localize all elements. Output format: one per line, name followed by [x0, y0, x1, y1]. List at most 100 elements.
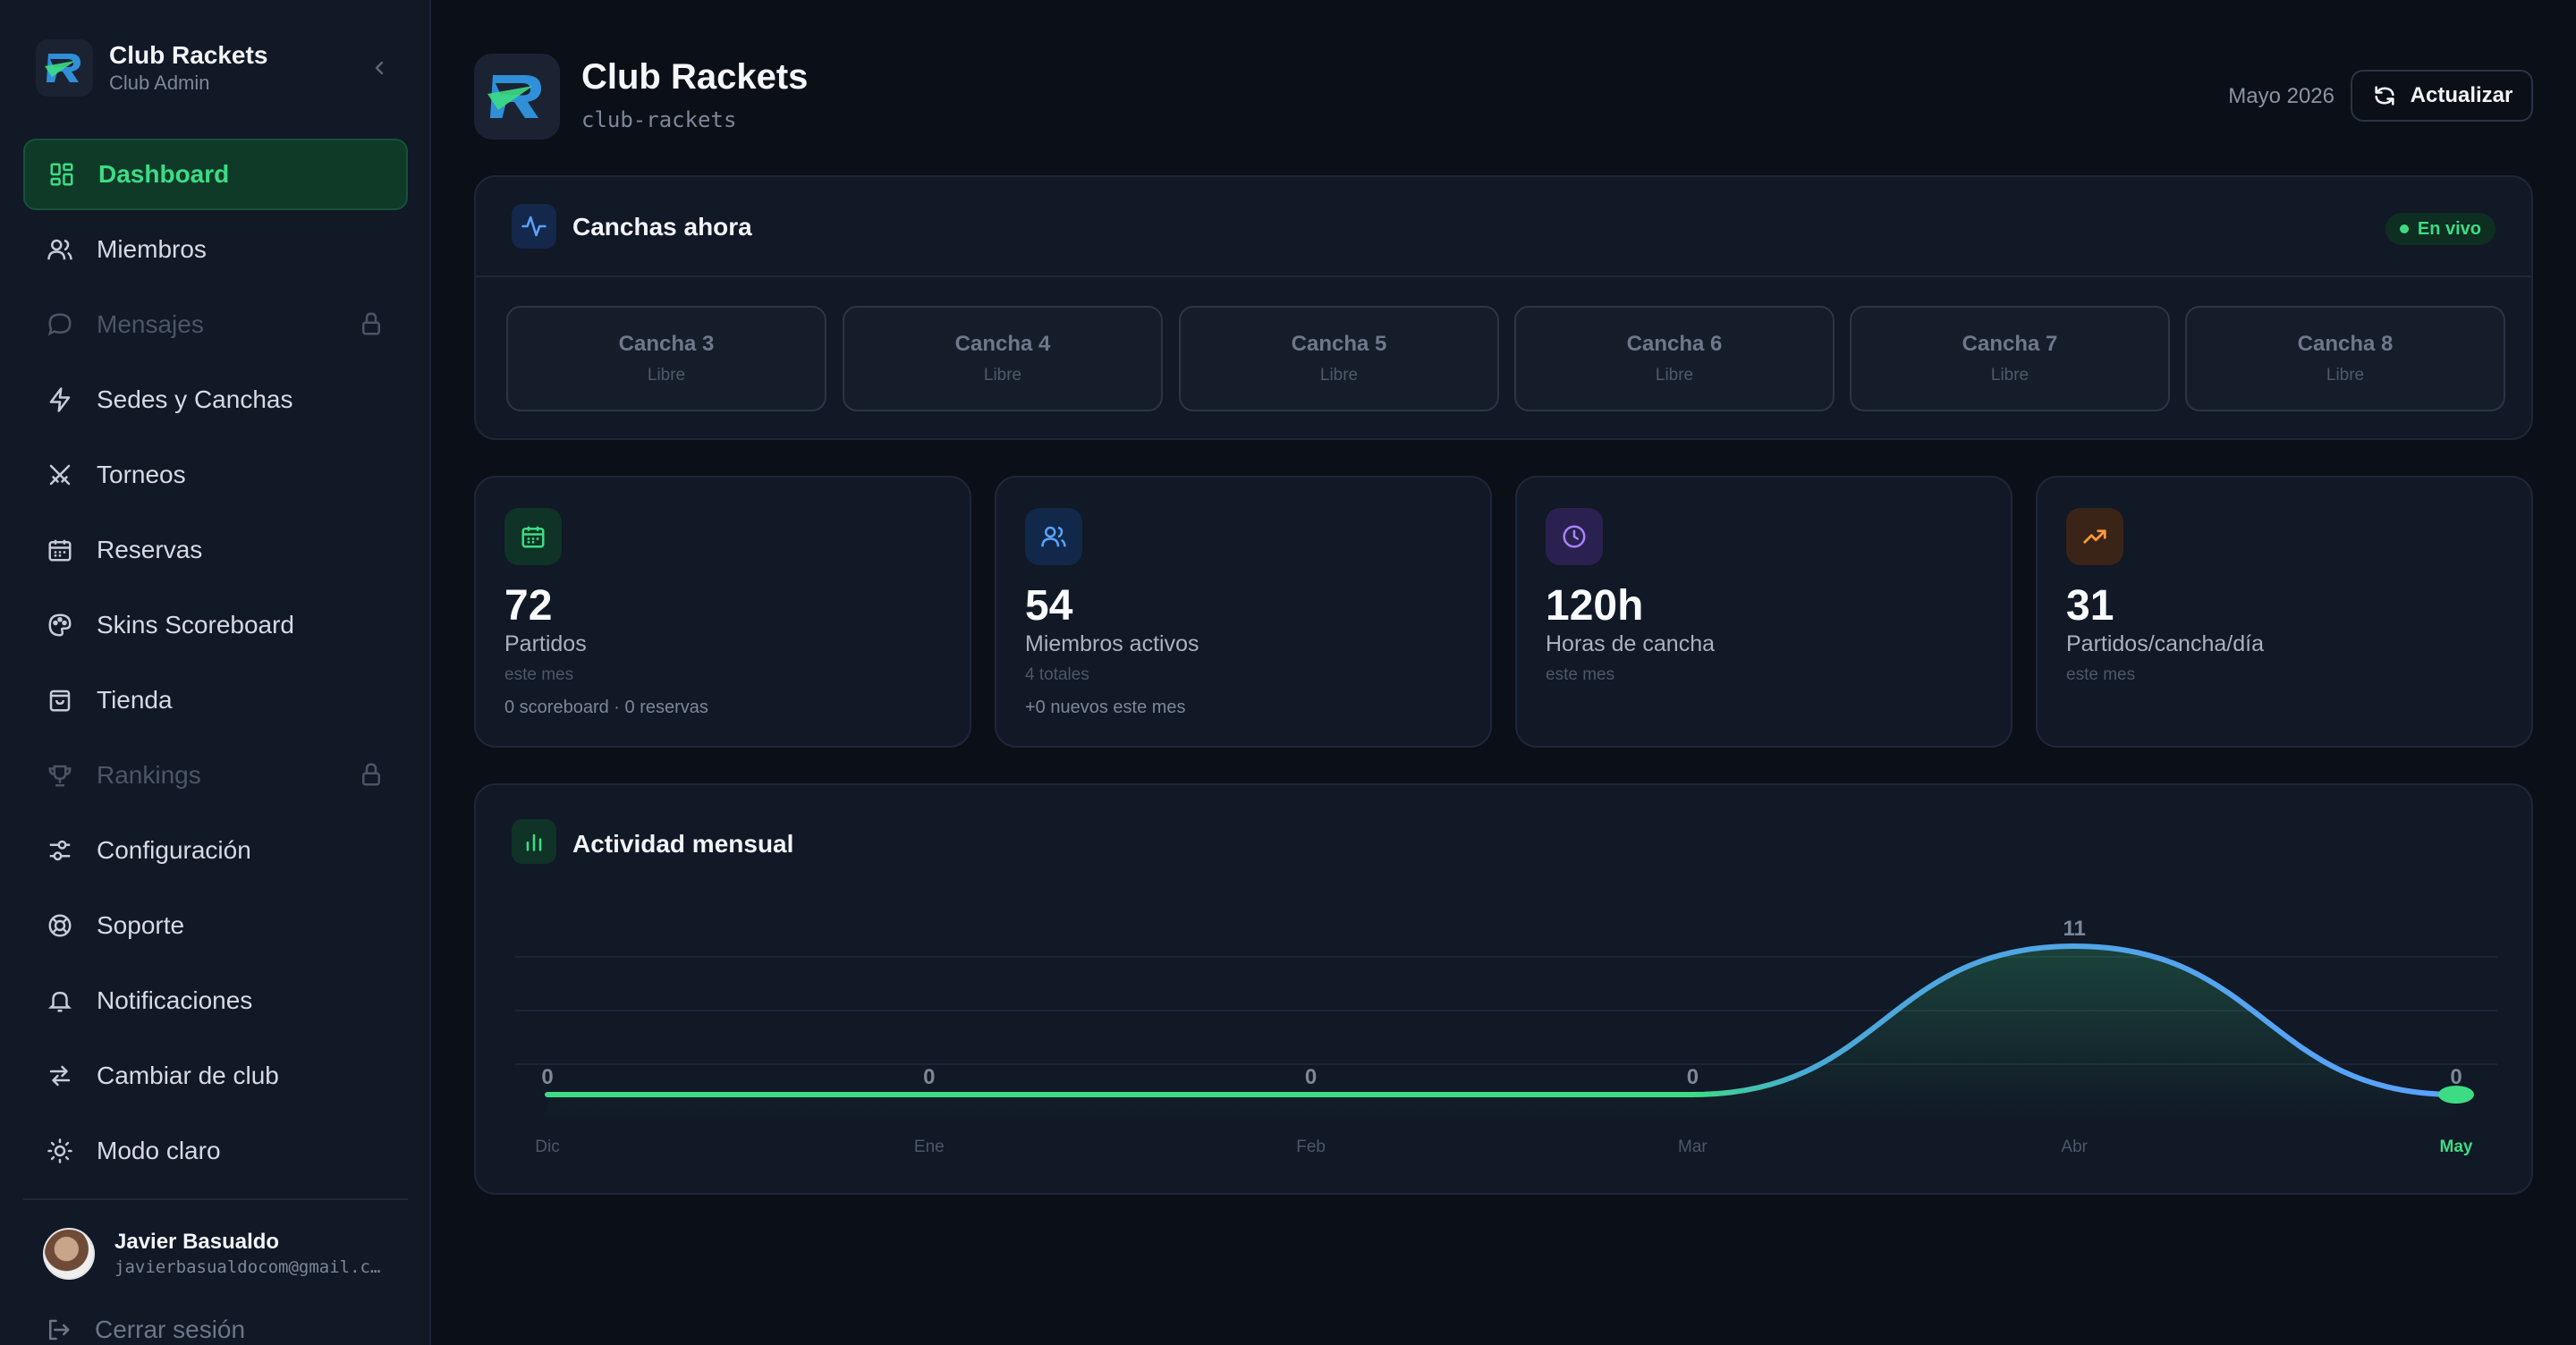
court-name: Cancha 4 — [954, 332, 1051, 356]
stat-label: Partidos — [504, 631, 587, 656]
sidebar-item-miembros[interactable]: Miembros — [23, 214, 408, 285]
refresh-button[interactable]: Actualizar — [2351, 70, 2533, 122]
calendar-icon — [45, 535, 75, 565]
x-tick-label: Ene — [914, 1138, 945, 1156]
stat-detail: 0 scoreboard · 0 reservas — [504, 698, 708, 717]
sidebar-item-label: Mensajes — [97, 310, 204, 338]
stat-value: 120h — [1546, 582, 1644, 630]
stat-label: Miembros activos — [1025, 631, 1199, 656]
users-icon — [1025, 508, 1082, 565]
live-badge-label: En vivo — [2417, 218, 2481, 239]
sidebar-item-reservas[interactable]: Reservas — [23, 514, 408, 586]
stat-subtitle: este mes — [2066, 665, 2136, 684]
sidebar-item-label: Tienda — [97, 686, 173, 714]
courts-divider — [476, 275, 2531, 277]
data-label: 0 — [541, 1065, 553, 1089]
stat-value: 72 — [504, 582, 553, 630]
stat-subtitle: 4 totales — [1025, 665, 1089, 684]
sidebar-item-label: Reservas — [97, 536, 203, 563]
sidebar-item-label: Rankings — [97, 761, 201, 789]
monthly-activity-chart: 0 0 0 0 11 0 Dic Ene Feb Mar Abr May — [515, 917, 2497, 1156]
sidebar-item-label: Configuración — [97, 836, 251, 864]
court-status: Libre — [647, 366, 686, 385]
clock-icon — [1546, 508, 1603, 565]
sidebar-item-modo-claro[interactable]: Modo claro — [23, 1115, 408, 1187]
sidebar-item-cambiar-club[interactable]: Cambiar de club — [23, 1040, 408, 1112]
page-title: Club Rackets — [581, 57, 809, 97]
court-status: Libre — [983, 366, 1022, 385]
court-status: Libre — [1655, 366, 1694, 385]
court-name: Cancha 8 — [2297, 332, 2394, 356]
sidebar-item-configuracion[interactable]: Configuración — [23, 815, 408, 886]
shopping-bag-icon — [45, 685, 75, 715]
sidebar-item-skins-scoreboard[interactable]: Skins Scoreboard — [23, 589, 408, 661]
lock-icon — [362, 763, 380, 786]
sidebar-item-label: Sedes y Canchas — [97, 385, 293, 413]
sidebar-item-soporte[interactable]: Soporte — [23, 890, 408, 961]
bolt-icon — [45, 385, 75, 415]
brand-name: Club Rackets — [109, 41, 268, 69]
data-label: 0 — [923, 1065, 935, 1089]
club-slug: club-rackets — [581, 107, 737, 132]
data-label: 0 — [1687, 1065, 1699, 1089]
sidebar-item-label: Modo claro — [97, 1137, 221, 1164]
stat-card-horas: 120h Horas de cancha este mes — [1515, 476, 2012, 748]
court-name: Cancha 7 — [1962, 332, 2058, 356]
bar-chart-icon — [512, 819, 556, 864]
activity-icon — [512, 204, 556, 249]
user-email: javierbasualdocom@gmail.com — [114, 1257, 383, 1277]
court-card[interactable]: Cancha 3 Libre — [506, 306, 826, 411]
chevron-left-icon — [375, 61, 384, 75]
court-card[interactable]: Cancha 6 Libre — [1514, 306, 1835, 411]
swords-icon — [45, 460, 75, 490]
data-label: 11 — [2063, 917, 2086, 941]
activity-area — [547, 946, 2456, 1121]
sliders-icon — [45, 835, 75, 866]
sidebar-item-sedes-canchas[interactable]: Sedes y Canchas — [23, 364, 408, 436]
sidebar-item-notificaciones[interactable]: Notificaciones — [23, 965, 408, 1036]
sun-icon — [45, 1136, 75, 1166]
courts-now-card: Canchas ahora En vivo Cancha 3 Libre Can… — [474, 175, 2533, 440]
court-card[interactable]: Cancha 7 Libre — [1850, 306, 2170, 411]
logout-button[interactable]: Cerrar sesión — [43, 1315, 245, 1345]
court-card[interactable]: Cancha 8 Libre — [2185, 306, 2505, 411]
stat-subtitle: este mes — [1546, 665, 1615, 684]
brand[interactable]: Club Rackets Club Admin — [36, 38, 394, 98]
sidebar-item-tienda[interactable]: Tienda — [23, 664, 408, 736]
sidebar-item-rankings[interactable]: Rankings — [23, 740, 408, 811]
sidebar-item-torneos[interactable]: Torneos — [23, 439, 408, 511]
x-tick-label: May — [2440, 1138, 2473, 1156]
sidebar-item-dashboard[interactable]: Dashboard — [23, 139, 408, 210]
message-icon — [45, 309, 75, 340]
x-tick-label: Abr — [2061, 1138, 2088, 1156]
data-label: 0 — [2450, 1065, 2462, 1089]
bell-icon — [45, 985, 75, 1016]
trophy-icon — [45, 760, 75, 791]
stat-card-partidos-cancha-dia: 31 Partidos/cancha/día este mes — [2036, 476, 2533, 748]
x-tick-label: Dic — [535, 1138, 559, 1156]
dashboard-icon — [47, 159, 77, 190]
trending-up-icon — [2066, 508, 2123, 565]
user-name: Javier Basualdo — [114, 1230, 280, 1254]
court-card[interactable]: Cancha 5 Libre — [1179, 306, 1499, 411]
stat-card-miembros: 54 Miembros activos 4 totales +0 nuevos … — [995, 476, 1492, 748]
stat-subtitle: este mes — [504, 665, 574, 684]
sidebar-item-mensajes[interactable]: Mensajes — [23, 289, 408, 360]
live-badge: En vivo — [2385, 213, 2496, 245]
court-name: Cancha 6 — [1626, 332, 1723, 356]
stat-value: 54 — [1025, 582, 1073, 630]
switch-icon — [45, 1061, 75, 1091]
user-profile[interactable]: Javier Basualdo javierbasualdocom@gmail.… — [43, 1225, 401, 1282]
logout-icon — [43, 1315, 73, 1345]
refresh-label: Actualizar — [2410, 83, 2513, 107]
data-label: 0 — [1305, 1065, 1317, 1089]
court-status: Libre — [1990, 366, 2029, 385]
stat-card-partidos: 72 Partidos este mes 0 scoreboard · 0 re… — [474, 476, 971, 748]
stat-value: 31 — [2066, 582, 2114, 630]
palette-icon — [45, 610, 75, 640]
court-name: Cancha 5 — [1291, 332, 1387, 356]
court-card[interactable]: Cancha 4 Libre — [843, 306, 1163, 411]
activity-title: Actividad mensual — [572, 830, 794, 858]
x-tick-label: Feb — [1296, 1138, 1326, 1156]
collapse-sidebar-button[interactable] — [365, 54, 394, 82]
